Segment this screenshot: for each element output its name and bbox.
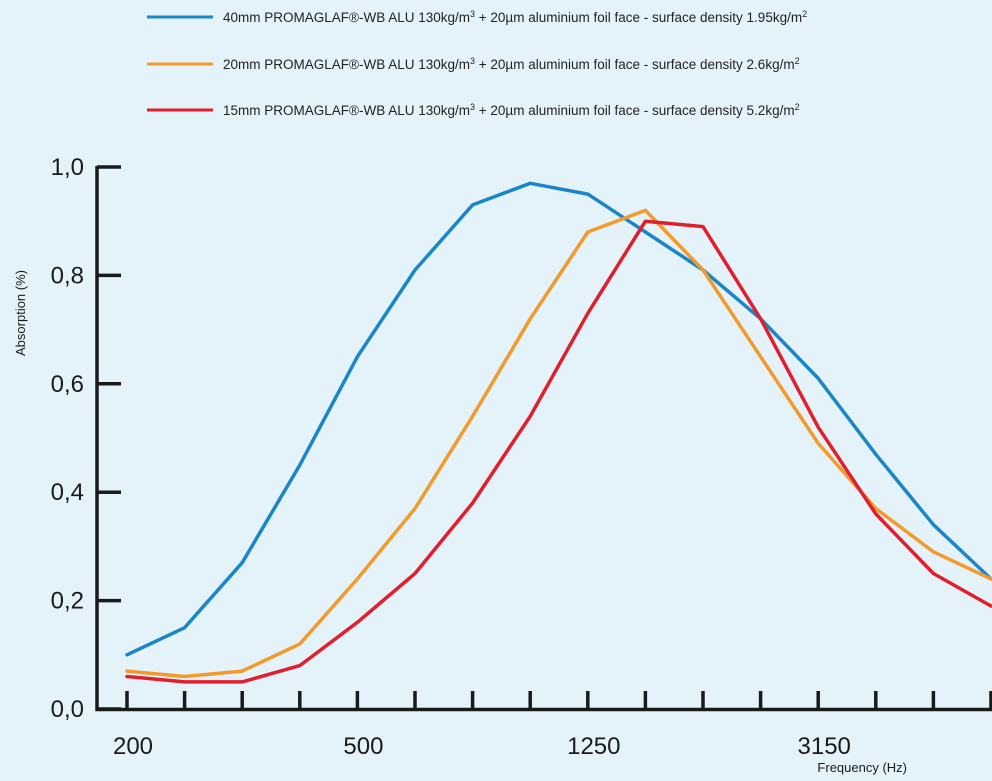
x-axis-title: Frequency (Hz) [817, 760, 907, 775]
y-tick-label: 0,4 [51, 479, 84, 506]
legend-label-1: 40mm PROMAGLAF®-WB ALU 130kg/m3 + 20µm a… [223, 9, 807, 25]
series-line-2 [125, 208, 992, 679]
x-tick-label: 1250 [567, 733, 620, 760]
series-lines [125, 181, 992, 684]
legend: 40mm PROMAGLAF®-WB ALU 130kg/m3 + 20µm a… [147, 9, 807, 118]
y-tick-label: 0,0 [51, 696, 84, 723]
y-tick-label: 0,8 [51, 262, 84, 289]
x-tick-label: 3150 [798, 733, 851, 760]
legend-label-2: 20mm PROMAGLAF®-WB ALU 130kg/m3 + 20µm a… [223, 56, 800, 72]
y-tick-label: 0,6 [51, 371, 84, 398]
ticks: 0,0 0,2 0,4 0,6 0,8 1,0 200 500 1250 3150 [51, 154, 992, 760]
series-line-1 [125, 181, 992, 657]
y-tick-label: 0,2 [51, 588, 84, 615]
axes [95, 166, 992, 712]
series-line-3 [125, 219, 992, 684]
y-axis-title: Absorption (%) [13, 270, 28, 356]
y-tick-label: 1,0 [51, 154, 84, 181]
x-tick-label: 500 [343, 733, 383, 760]
x-tick-label: 200 [113, 733, 153, 760]
legend-label-3: 15mm PROMAGLAF®-WB ALU 130kg/m3 + 20µm a… [223, 102, 800, 118]
